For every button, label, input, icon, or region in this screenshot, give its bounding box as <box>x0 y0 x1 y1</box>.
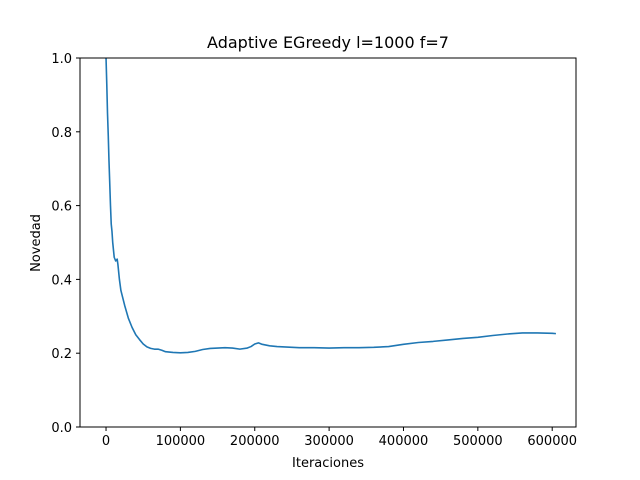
plot-area <box>79 57 577 428</box>
y-tick-label: 0.2 <box>51 347 72 362</box>
y-tick-label: 0.4 <box>51 273 72 288</box>
y-axis: 0.0 0.2 0.4 0.6 0.8 1.0 <box>51 52 80 436</box>
x-axis: 0 100000 200000 300000 400000 500000 600000 <box>102 427 577 449</box>
y-tick-label: 0.6 <box>51 200 72 215</box>
x-axis-label: Iteraciones <box>292 456 364 471</box>
chart-title: Adaptive EGreedy l=1000 f=7 <box>207 33 449 52</box>
x-tick-label: 0 <box>102 434 110 449</box>
y-tick-label: 0.0 <box>51 421 72 436</box>
y-tick-label: 1.0 <box>51 52 72 67</box>
x-tick-label: 400000 <box>379 434 429 449</box>
x-tick-label: 200000 <box>230 434 280 449</box>
x-tick-label: 500000 <box>453 434 503 449</box>
series-line-1 <box>105 58 556 354</box>
plot-frame <box>79 57 577 428</box>
y-axis-label: Novedad <box>29 214 44 272</box>
x-tick-label: 100000 <box>156 434 206 449</box>
y-tick-label: 0.8 <box>51 126 72 141</box>
x-tick-label: 300000 <box>304 434 354 449</box>
x-tick-label: 600000 <box>527 434 577 449</box>
